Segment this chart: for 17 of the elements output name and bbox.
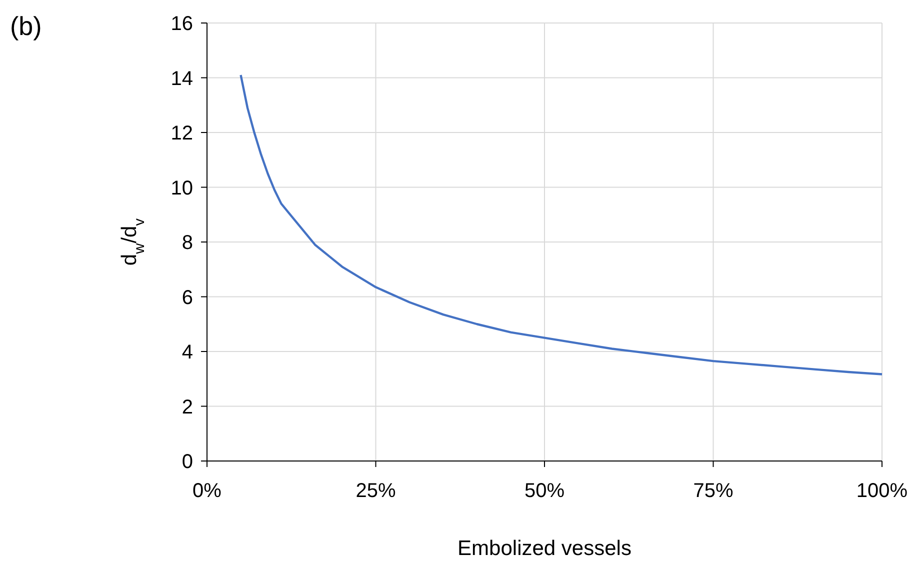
y-tick-label: 8: [182, 232, 193, 254]
x-tick-label: 0%: [192, 480, 222, 502]
x-axis-title: Embolized vessels: [458, 537, 632, 560]
y-tick-label: 4: [182, 342, 193, 364]
x-tick-label: 75%: [693, 480, 734, 502]
line-series: [240, 74, 884, 376]
y-tick-label: 0: [182, 451, 193, 473]
chart-title: (b): [10, 11, 42, 41]
x-tick-label: 100%: [856, 480, 908, 502]
y-tick-label: 14: [170, 68, 193, 90]
y-tick-label: 10: [170, 177, 193, 200]
y-tick-label: 6: [182, 286, 193, 309]
y-tick-label: 2: [182, 396, 193, 418]
y-tick-label: 16: [170, 13, 193, 35]
x-tick-label: 50%: [524, 480, 565, 502]
x-tick-label: 25%: [356, 480, 396, 502]
y-tick-label: 12: [170, 122, 193, 144]
